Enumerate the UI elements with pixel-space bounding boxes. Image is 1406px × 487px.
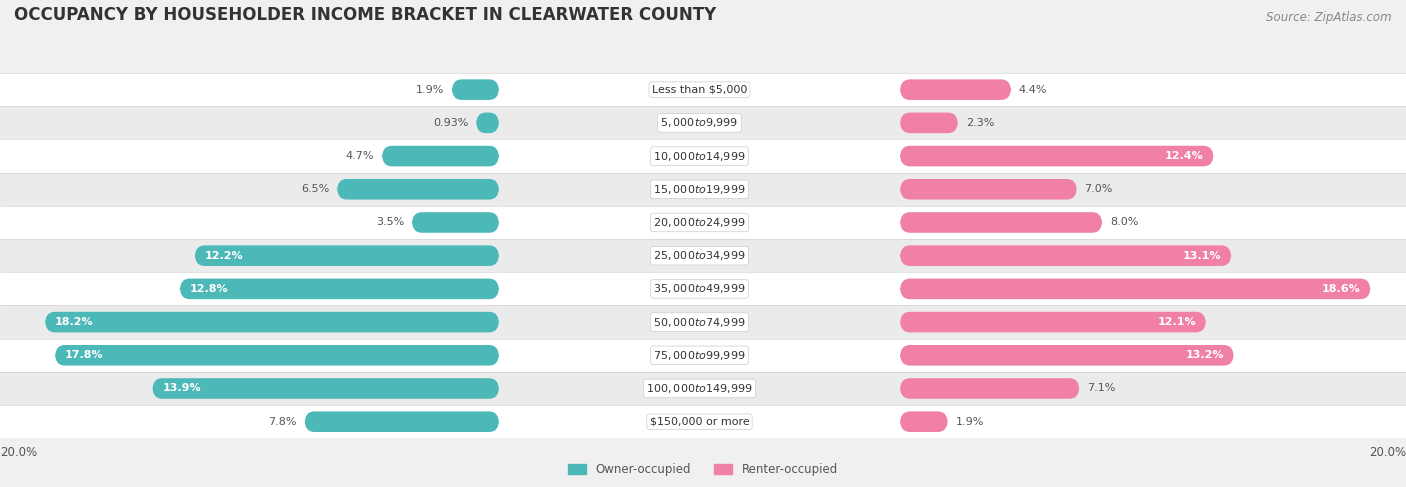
- Text: $10,000 to $14,999: $10,000 to $14,999: [654, 150, 745, 163]
- Text: 3.5%: 3.5%: [375, 218, 405, 227]
- FancyBboxPatch shape: [900, 312, 1206, 333]
- Text: 12.8%: 12.8%: [190, 284, 228, 294]
- Bar: [499, 73, 900, 106]
- Text: 18.6%: 18.6%: [1322, 284, 1361, 294]
- Text: 6.5%: 6.5%: [301, 184, 329, 194]
- Text: Source: ZipAtlas.com: Source: ZipAtlas.com: [1267, 11, 1392, 24]
- Text: 7.0%: 7.0%: [1084, 184, 1114, 194]
- FancyBboxPatch shape: [337, 179, 499, 200]
- Bar: [900, 338, 1406, 372]
- FancyBboxPatch shape: [900, 112, 957, 133]
- Text: 1.9%: 1.9%: [416, 85, 444, 94]
- Text: $25,000 to $34,999: $25,000 to $34,999: [654, 249, 745, 262]
- Bar: [0, 272, 499, 305]
- Text: 18.2%: 18.2%: [55, 317, 94, 327]
- FancyBboxPatch shape: [900, 79, 1011, 100]
- Bar: [900, 305, 1406, 338]
- Text: $15,000 to $19,999: $15,000 to $19,999: [654, 183, 745, 196]
- FancyBboxPatch shape: [900, 245, 1232, 266]
- FancyBboxPatch shape: [194, 245, 499, 266]
- FancyBboxPatch shape: [152, 378, 499, 399]
- Bar: [900, 173, 1406, 206]
- FancyBboxPatch shape: [305, 412, 499, 432]
- FancyBboxPatch shape: [475, 112, 499, 133]
- FancyBboxPatch shape: [900, 412, 948, 432]
- Bar: [0, 239, 499, 272]
- Bar: [499, 139, 900, 173]
- FancyBboxPatch shape: [451, 79, 499, 100]
- Bar: [900, 239, 1406, 272]
- Text: 17.8%: 17.8%: [65, 350, 104, 360]
- Bar: [0, 73, 499, 106]
- Text: $35,000 to $49,999: $35,000 to $49,999: [654, 282, 745, 296]
- Bar: [499, 405, 900, 438]
- Text: 13.9%: 13.9%: [162, 383, 201, 393]
- Bar: [900, 73, 1406, 106]
- Bar: [0, 405, 499, 438]
- FancyBboxPatch shape: [900, 146, 1213, 167]
- Bar: [0, 139, 499, 173]
- FancyBboxPatch shape: [900, 279, 1371, 299]
- Text: 0.93%: 0.93%: [433, 118, 468, 128]
- Text: $75,000 to $99,999: $75,000 to $99,999: [654, 349, 745, 362]
- FancyBboxPatch shape: [180, 279, 499, 299]
- Text: 12.2%: 12.2%: [205, 251, 243, 261]
- Text: $5,000 to $9,999: $5,000 to $9,999: [661, 116, 738, 130]
- Text: 4.4%: 4.4%: [1019, 85, 1047, 94]
- Bar: [900, 372, 1406, 405]
- FancyBboxPatch shape: [55, 345, 499, 366]
- Bar: [900, 272, 1406, 305]
- Bar: [0, 305, 499, 338]
- FancyBboxPatch shape: [900, 212, 1102, 233]
- Text: 13.1%: 13.1%: [1182, 251, 1222, 261]
- Text: Less than $5,000: Less than $5,000: [652, 85, 747, 94]
- Text: $50,000 to $74,999: $50,000 to $74,999: [654, 316, 745, 329]
- Bar: [900, 139, 1406, 173]
- Bar: [900, 405, 1406, 438]
- Text: 13.2%: 13.2%: [1185, 350, 1223, 360]
- Bar: [900, 106, 1406, 139]
- Text: 2.3%: 2.3%: [966, 118, 994, 128]
- Text: $20,000 to $24,999: $20,000 to $24,999: [654, 216, 745, 229]
- FancyBboxPatch shape: [412, 212, 499, 233]
- Text: 7.8%: 7.8%: [269, 417, 297, 427]
- Bar: [499, 173, 900, 206]
- Bar: [900, 206, 1406, 239]
- Bar: [499, 338, 900, 372]
- Bar: [0, 206, 499, 239]
- Text: 12.4%: 12.4%: [1164, 151, 1204, 161]
- FancyBboxPatch shape: [382, 146, 499, 167]
- Text: OCCUPANCY BY HOUSEHOLDER INCOME BRACKET IN CLEARWATER COUNTY: OCCUPANCY BY HOUSEHOLDER INCOME BRACKET …: [14, 6, 716, 24]
- Text: 8.0%: 8.0%: [1109, 218, 1139, 227]
- Bar: [0, 173, 499, 206]
- Text: 20.0%: 20.0%: [1369, 447, 1406, 459]
- FancyBboxPatch shape: [900, 378, 1080, 399]
- Text: 1.9%: 1.9%: [956, 417, 984, 427]
- Bar: [499, 206, 900, 239]
- Text: 20.0%: 20.0%: [0, 447, 37, 459]
- Text: $150,000 or more: $150,000 or more: [650, 417, 749, 427]
- FancyBboxPatch shape: [45, 312, 499, 333]
- FancyBboxPatch shape: [900, 345, 1234, 366]
- Text: $100,000 to $149,999: $100,000 to $149,999: [647, 382, 752, 395]
- Bar: [499, 305, 900, 338]
- Bar: [499, 239, 900, 272]
- Bar: [499, 106, 900, 139]
- Text: 4.7%: 4.7%: [346, 151, 374, 161]
- Bar: [499, 372, 900, 405]
- Bar: [499, 272, 900, 305]
- Text: 7.1%: 7.1%: [1087, 383, 1115, 393]
- Text: 12.1%: 12.1%: [1157, 317, 1197, 327]
- Bar: [0, 338, 499, 372]
- Legend: Owner-occupied, Renter-occupied: Owner-occupied, Renter-occupied: [564, 459, 842, 481]
- FancyBboxPatch shape: [900, 179, 1077, 200]
- Bar: [0, 106, 499, 139]
- Bar: [0, 372, 499, 405]
